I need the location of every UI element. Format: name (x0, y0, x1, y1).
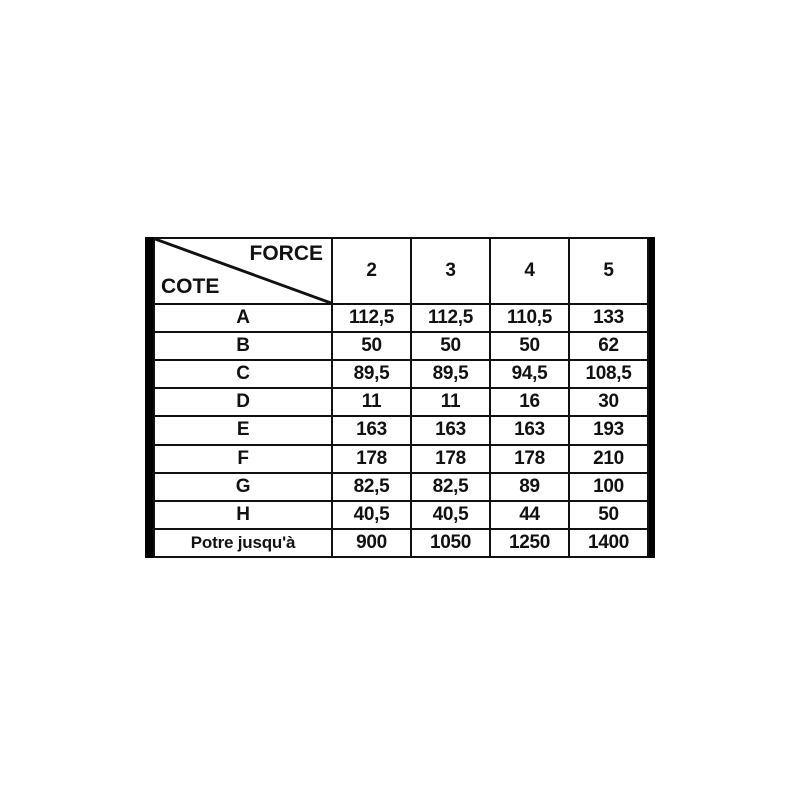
row-label-b: B (153, 331, 333, 362)
cell-capacity-5: 1400 (568, 527, 649, 559)
table-row: H 40,5 40,5 44 50 (153, 499, 649, 530)
row-label-capacity: Potre jusqu'à (153, 527, 333, 559)
cell-b-2: 50 (331, 331, 412, 362)
table-row: B 50 50 50 62 (153, 331, 649, 362)
cell-h-3: 40,5 (410, 499, 491, 530)
cell-f-2: 178 (331, 443, 412, 474)
cell-f-4: 178 (489, 443, 570, 474)
table-row: F 178 178 178 210 (153, 443, 649, 474)
row-label-g: G (153, 471, 333, 502)
cell-d-3: 11 (410, 387, 491, 418)
cell-c-2: 89,5 (331, 359, 412, 390)
cell-c-5: 108,5 (568, 359, 649, 390)
cell-capacity-3: 1050 (410, 527, 491, 559)
force-cote-table-figure: FORCE COTE 2 3 4 5 A 112,5 112,5 110,5 1… (145, 237, 655, 559)
cell-b-4: 50 (489, 331, 570, 362)
cell-h-2: 40,5 (331, 499, 412, 530)
cell-f-3: 178 (410, 443, 491, 474)
corner-axis-cell: FORCE COTE (153, 237, 333, 305)
cell-d-2: 11 (331, 387, 412, 418)
table-body: A 112,5 112,5 110,5 133 B 50 50 50 62 C … (153, 302, 649, 559)
header-row: FORCE COTE 2 3 4 5 (153, 237, 649, 305)
cell-c-4: 94,5 (489, 359, 570, 390)
cell-h-4: 44 (489, 499, 570, 530)
cell-e-5: 193 (568, 415, 649, 446)
cell-g-3: 82,5 (410, 471, 491, 502)
cell-g-5: 100 (568, 471, 649, 502)
cell-b-5: 62 (568, 331, 649, 362)
cell-a-5: 133 (568, 302, 649, 334)
row-label-f: F (153, 443, 333, 474)
cell-c-3: 89,5 (410, 359, 491, 390)
cell-f-5: 210 (568, 443, 649, 474)
column-header-force-5: 5 (568, 237, 649, 305)
cell-capacity-2: 900 (331, 527, 412, 559)
cell-e-2: 163 (331, 415, 412, 446)
cell-g-2: 82,5 (331, 471, 412, 502)
cell-h-5: 50 (568, 499, 649, 530)
table-row: G 82,5 82,5 89 100 (153, 471, 649, 502)
row-label-c: C (153, 359, 333, 390)
cell-capacity-4: 1250 (489, 527, 570, 559)
table-row: E 163 163 163 193 (153, 415, 649, 446)
cell-d-4: 16 (489, 387, 570, 418)
column-header-force-3: 3 (410, 237, 491, 305)
cell-e-4: 163 (489, 415, 570, 446)
cell-a-3: 112,5 (410, 302, 491, 334)
row-axis-label: COTE (161, 275, 220, 298)
column-header-force-4: 4 (489, 237, 570, 305)
cell-g-4: 89 (489, 471, 570, 502)
cell-e-3: 163 (410, 415, 491, 446)
table-row: A 112,5 112,5 110,5 133 (153, 302, 649, 334)
table-row-capacity: Potre jusqu'à 900 1050 1250 1400 (153, 527, 649, 559)
cell-a-4: 110,5 (489, 302, 570, 334)
row-label-a: A (153, 302, 333, 334)
cell-d-5: 30 (568, 387, 649, 418)
column-header-force-2: 2 (331, 237, 412, 305)
row-label-d: D (153, 387, 333, 418)
row-label-e: E (153, 415, 333, 446)
cell-b-3: 50 (410, 331, 491, 362)
row-label-h: H (153, 499, 333, 530)
column-axis-label: FORCE (249, 242, 324, 265)
force-cote-table: FORCE COTE 2 3 4 5 A 112,5 112,5 110,5 1… (153, 237, 649, 559)
table-row: D 11 11 16 30 (153, 387, 649, 418)
cell-a-2: 112,5 (331, 302, 412, 334)
table-row: C 89,5 89,5 94,5 108,5 (153, 359, 649, 390)
table-header: FORCE COTE 2 3 4 5 (153, 237, 649, 305)
